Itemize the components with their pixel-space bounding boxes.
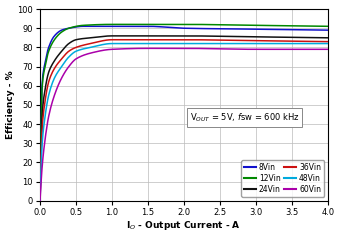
Text: V$_{OUT}$ = 5V, $f$sw = 600 kHz: V$_{OUT}$ = 5V, $f$sw = 600 kHz bbox=[190, 111, 299, 124]
Y-axis label: Efficiency - %: Efficiency - % bbox=[5, 71, 15, 139]
X-axis label: I$_O$ - Output Current - A: I$_O$ - Output Current - A bbox=[126, 219, 241, 233]
Legend: 8Vin, 12Vin, 24Vin, 36Vin, 48Vin, 60Vin: 8Vin, 12Vin, 24Vin, 36Vin, 48Vin, 60Vin bbox=[241, 160, 324, 197]
